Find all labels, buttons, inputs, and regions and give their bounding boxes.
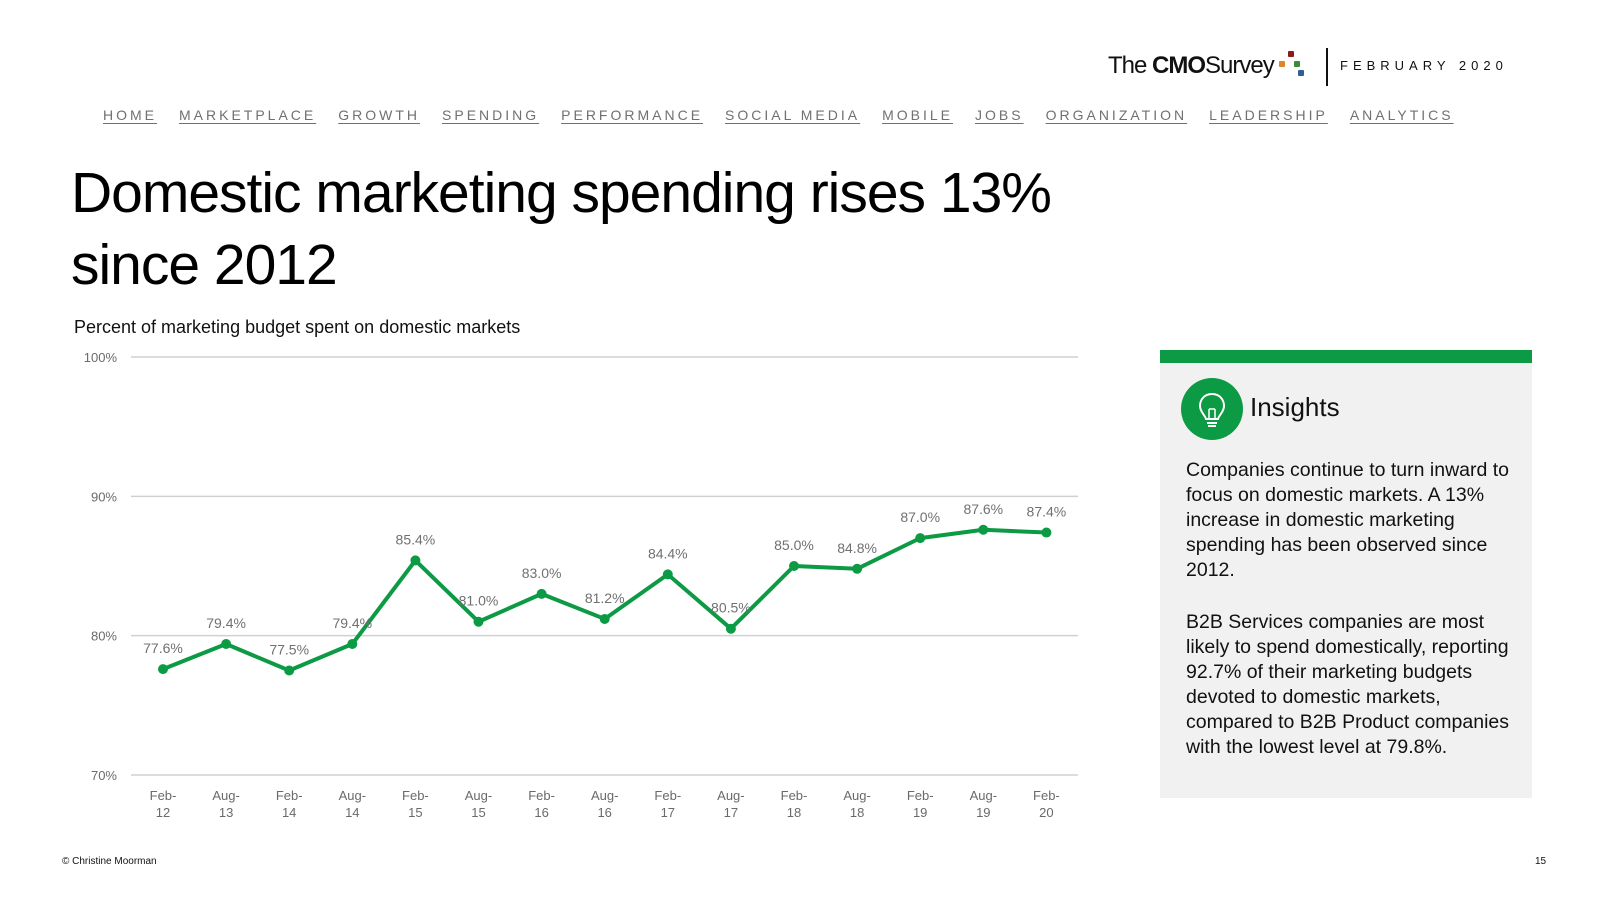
data-label: 80.5%	[711, 600, 751, 616]
y-tick-label: 90%	[91, 489, 117, 504]
lightbulb-icon	[1181, 378, 1243, 440]
y-tick-label: 70%	[91, 768, 117, 783]
x-tick-label: Aug-15	[465, 788, 492, 820]
data-label: 81.0%	[459, 593, 499, 609]
x-tick-label: Feb-20	[1033, 788, 1060, 820]
data-point	[725, 623, 736, 634]
nav-marketplace[interactable]: MARKETPLACE	[179, 107, 317, 123]
nav-home[interactable]: HOME	[103, 107, 157, 123]
data-label: 77.6%	[143, 640, 183, 656]
x-tick-label: Aug-18	[843, 788, 870, 820]
x-tick-label: Feb-18	[781, 788, 808, 820]
data-point	[599, 613, 610, 624]
x-tick-label: Feb-19	[907, 788, 934, 820]
data-label: 87.0%	[900, 509, 940, 525]
report-date: FEBRUARY 2020	[1340, 58, 1508, 73]
x-tick-label: Feb-16	[528, 788, 555, 820]
data-label: 84.8%	[837, 540, 877, 556]
data-point	[158, 664, 168, 675]
data-point	[915, 533, 926, 544]
data-point	[284, 665, 295, 676]
data-point	[347, 639, 358, 650]
insights-panel: Insights Companies continue to turn inwa…	[1160, 350, 1532, 798]
x-tick-label: Feb-15	[402, 788, 429, 820]
cmo-survey-logo: The CMOSurvey	[1108, 48, 1310, 84]
nav-leadership[interactable]: LEADERSHIP	[1209, 107, 1328, 123]
insights-paragraph-2: B2B Services companies are most likely t…	[1186, 611, 1510, 758]
logo-dots-icon	[1276, 49, 1310, 83]
data-point	[978, 524, 989, 535]
nav-analytics[interactable]: ANALYTICS	[1349, 107, 1454, 123]
nav-organization[interactable]: ORGANIZATION	[1045, 107, 1188, 123]
data-point	[852, 563, 863, 574]
data-point	[662, 569, 673, 580]
copyright-notice: © Christine Moorman	[62, 856, 157, 867]
x-tick-label: Aug-14	[339, 788, 366, 820]
header-divider	[1326, 48, 1328, 86]
page-title: Domestic marketing spending rises 13% sin…	[71, 161, 1052, 297]
data-label: 77.5%	[269, 642, 309, 658]
nav-spending[interactable]: SPENDING	[442, 107, 540, 123]
insights-title: Insights	[1250, 392, 1340, 422]
nav-performance[interactable]: PERFORMANCE	[561, 107, 704, 123]
data-label: 79.4%	[206, 615, 246, 631]
y-tick-label: 80%	[91, 629, 117, 644]
data-label: 83.0%	[522, 565, 562, 581]
data-point	[536, 588, 547, 599]
data-label: 81.2%	[585, 590, 625, 606]
x-tick-label: Feb-17	[654, 788, 681, 820]
insights-accent-bar	[1160, 350, 1532, 363]
data-point	[410, 555, 421, 566]
data-label: 79.4%	[332, 615, 372, 631]
nav-jobs[interactable]: JOBS	[975, 107, 1024, 123]
data-point	[789, 561, 799, 571]
domestic-spending-line-chart: 70% 80% 90% 100% Feb-12 Aug-13 Feb-14 Aug-14 Fe…	[84, 350, 1078, 820]
x-tick-label: Feb-14	[276, 788, 303, 820]
page-number: 15	[1535, 856, 1547, 867]
top-navigation: HOME MARKETPLACE GROWTH SPENDING PERFORMANCE…	[103, 107, 1454, 123]
data-label: 84.4%	[648, 545, 688, 561]
nav-mobile[interactable]: MOBILE	[882, 107, 954, 123]
data-label: 85.4%	[396, 531, 436, 547]
x-tick-label: Aug-19	[970, 788, 997, 820]
chart-title: Percent of marketing budget spent on dom…	[74, 317, 521, 337]
nav-growth[interactable]: GROWTH	[338, 107, 421, 123]
x-tick-label: Aug-17	[717, 788, 744, 820]
data-point	[1041, 527, 1052, 538]
logo-wordmark: The CMOSurvey	[1108, 52, 1275, 79]
x-tick-label: Aug-13	[212, 788, 239, 820]
y-tick-label: 100%	[84, 350, 118, 365]
x-tick-label: Feb-12	[150, 788, 177, 820]
data-label: 87.6%	[963, 501, 1003, 517]
insights-paragraph-1: Companies continue to turn inward to foc…	[1186, 459, 1510, 581]
data-label: 87.4%	[1027, 504, 1067, 520]
x-tick-label: Aug-16	[591, 788, 618, 820]
data-point	[221, 639, 232, 650]
data-point	[473, 616, 484, 627]
data-label: 85.0%	[774, 537, 814, 553]
nav-social-media[interactable]: SOCIAL MEDIA	[725, 107, 861, 123]
